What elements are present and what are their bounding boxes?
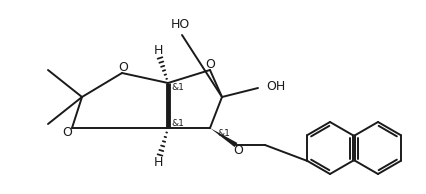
Text: HO: HO xyxy=(170,18,189,31)
Text: H: H xyxy=(153,44,162,57)
Text: O: O xyxy=(62,126,72,139)
Text: O: O xyxy=(118,61,128,74)
Text: OH: OH xyxy=(266,81,285,94)
Text: O: O xyxy=(204,57,214,70)
Text: &1: &1 xyxy=(217,130,230,139)
Text: O: O xyxy=(233,145,242,158)
Text: &1: &1 xyxy=(171,120,184,128)
Text: &1: &1 xyxy=(171,83,184,93)
Polygon shape xyxy=(210,128,237,147)
Text: H: H xyxy=(153,157,162,170)
